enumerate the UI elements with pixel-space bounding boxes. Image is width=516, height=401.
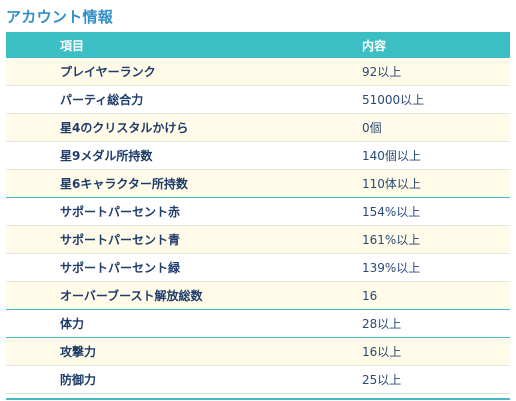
row-value: 16以上 xyxy=(310,337,510,366)
row-value: 0個 xyxy=(310,113,510,142)
item-column-header: 項目 xyxy=(6,32,310,58)
row-value: 154%以上 xyxy=(310,197,510,226)
table-row: サポートパーセント青 161%以上 xyxy=(6,225,510,254)
table-row: 星9メダル所持数 140個以上 xyxy=(6,141,510,170)
row-item-label: 星6キャラクター所持数 xyxy=(6,169,310,198)
row-value: 28以上 xyxy=(310,309,510,338)
value-column-header: 内容 xyxy=(310,32,510,58)
table-row: オーバーブースト解放総数 16 xyxy=(6,281,510,310)
row-value: 51000以上 xyxy=(310,85,510,114)
table-row: 防御力 25以上 xyxy=(6,365,510,394)
row-value: 161%以上 xyxy=(310,225,510,254)
account-info-table: 項目 内容 プレイヤーランク 92以上 パーティ総合力 51000以上 星4のク… xyxy=(6,32,510,394)
row-value: 139%以上 xyxy=(310,253,510,282)
row-value: 25以上 xyxy=(310,365,510,394)
table-row: パーティ総合力 51000以上 xyxy=(6,85,510,114)
row-value: 110体以上 xyxy=(310,169,510,198)
table-row: 星6キャラクター所持数 110体以上 xyxy=(6,169,510,198)
row-item-label: 星9メダル所持数 xyxy=(6,141,310,170)
row-item-label: 体力 xyxy=(6,309,310,338)
row-value: 16 xyxy=(310,281,510,310)
row-item-label: パーティ総合力 xyxy=(6,85,310,114)
row-item-label: 防御力 xyxy=(6,365,310,394)
table-row: 体力 28以上 xyxy=(6,309,510,338)
row-item-label: サポートパーセント青 xyxy=(6,225,310,254)
table-bottom-rule xyxy=(6,398,510,400)
section-title: アカウント情報 xyxy=(6,8,114,26)
row-item-label: プレイヤーランク xyxy=(6,58,310,86)
row-item-label: サポートパーセント緑 xyxy=(6,253,310,282)
table-header-row: 項目 内容 xyxy=(6,32,510,58)
row-item-label: サポートパーセント赤 xyxy=(6,197,310,226)
row-value: 92以上 xyxy=(310,58,510,86)
table-row: 星4のクリスタルかけら 0個 xyxy=(6,113,510,142)
table-row: サポートパーセント赤 154%以上 xyxy=(6,197,510,226)
table-row: サポートパーセント緑 139%以上 xyxy=(6,253,510,282)
row-value: 140個以上 xyxy=(310,141,510,170)
table-row: プレイヤーランク 92以上 xyxy=(6,58,510,86)
row-item-label: 星4のクリスタルかけら xyxy=(6,113,310,142)
row-item-label: 攻撃力 xyxy=(6,337,310,366)
row-item-label: オーバーブースト解放総数 xyxy=(6,281,310,310)
table-row: 攻撃力 16以上 xyxy=(6,337,510,366)
